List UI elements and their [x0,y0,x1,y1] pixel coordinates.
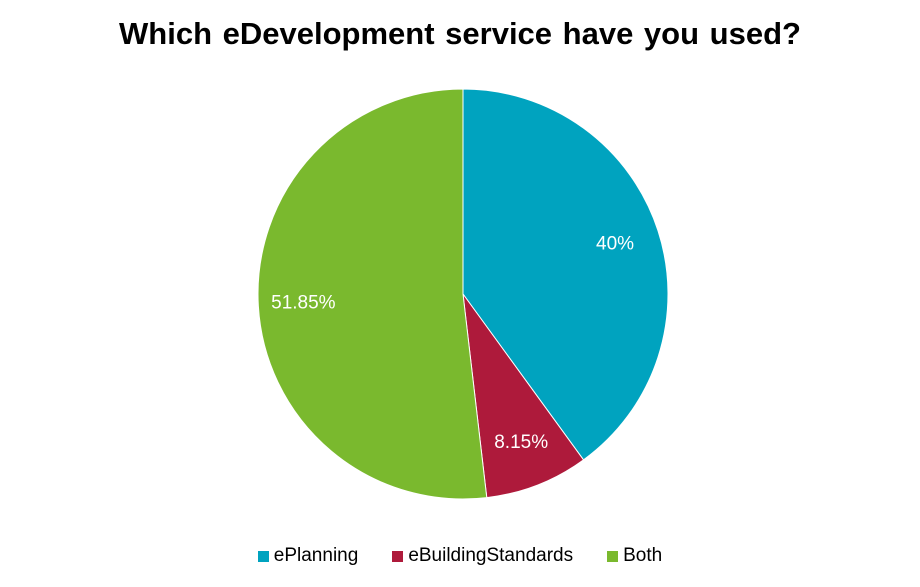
data-label-both: 51.85% [271,292,336,313]
data-label-eplanning: 40% [596,234,634,255]
pie-slice-ebuildingstandards [462,292,585,499]
legend-label-eplanning: ePlanning [273,545,359,566]
legend-swatch-both [607,550,619,562]
legend-swatch-eplanning [257,550,269,562]
legend: ePlanning eBuildingStandards Both [0,545,920,567]
data-label-ebuildingstandards: 8.15% [494,432,548,453]
pie-slice-both [257,88,488,500]
legend-label-ebuildingstandards: eBuildingStandards [408,545,574,566]
legend-item-both: Both [607,545,662,567]
legend-item-ebuildingstandards: eBuildingStandards [392,545,573,567]
legend-label-both: Both [623,545,663,566]
legend-swatch-ebuildingstandards [392,550,404,562]
legend-item-eplanning: ePlanning [257,545,359,567]
chart-title: Which eDevelopment service have you used… [119,16,801,51]
pie-slice-eplanning [462,88,669,461]
